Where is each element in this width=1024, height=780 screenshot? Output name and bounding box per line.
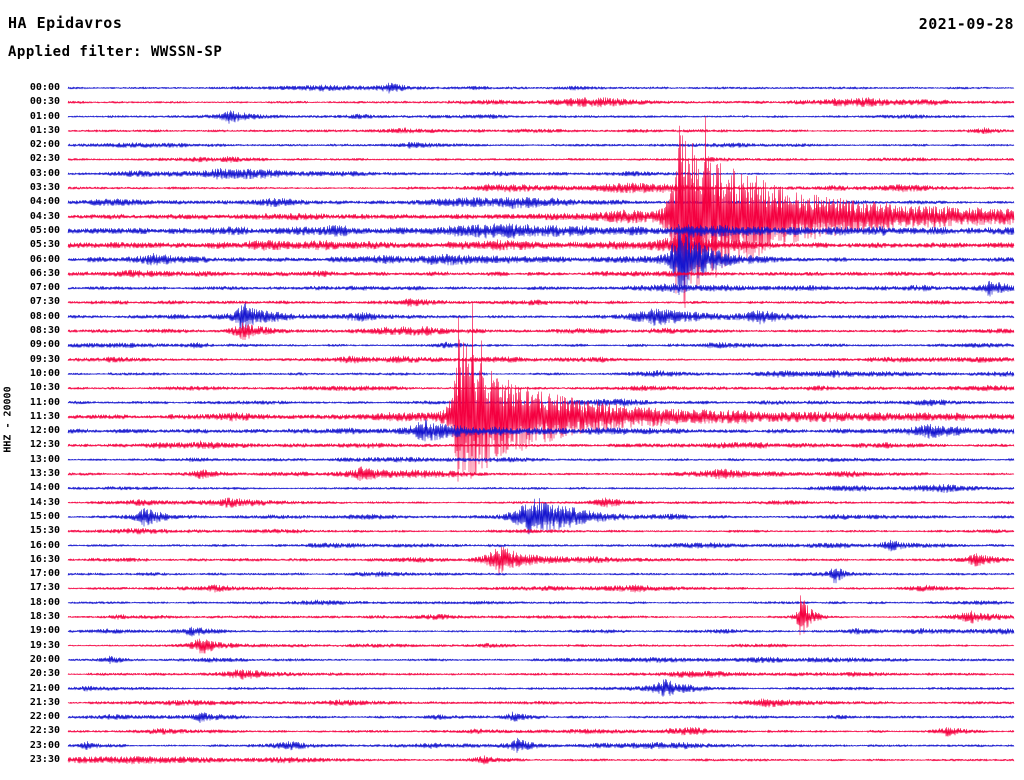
time-label: 06:00 <box>29 253 60 265</box>
time-label: 12:00 <box>29 425 60 437</box>
time-label: 22:30 <box>29 725 60 737</box>
time-label: 08:00 <box>29 310 60 322</box>
time-label-column: 00:00 00:30 01:00 01:30 02:00 02:30 03:00 03:30… <box>0 0 62 780</box>
time-label: 09:00 <box>29 339 60 351</box>
time-label: 12:30 <box>29 439 60 451</box>
time-label: 15:00 <box>29 510 60 522</box>
time-label: 16:00 <box>29 539 60 551</box>
time-label: 10:30 <box>29 382 60 394</box>
time-label: 22:00 <box>29 711 60 723</box>
time-label: 02:00 <box>29 139 60 151</box>
time-label: 11:00 <box>29 396 60 408</box>
time-label: 05:00 <box>29 224 60 236</box>
time-label: 01:00 <box>29 110 60 122</box>
time-label: 18:30 <box>29 611 60 623</box>
time-label: 04:30 <box>29 210 60 222</box>
time-label: 13:00 <box>29 453 60 465</box>
filter-label: Applied filter: WWSSN-SP <box>8 44 223 60</box>
time-label: 03:00 <box>29 167 60 179</box>
time-label: 18:00 <box>29 596 60 608</box>
time-label: 02:30 <box>29 153 60 165</box>
time-label: 17:00 <box>29 568 60 580</box>
time-label: 03:30 <box>29 182 60 194</box>
time-label: 07:00 <box>29 282 60 294</box>
time-label: 17:30 <box>29 582 60 594</box>
time-label: 20:30 <box>29 668 60 680</box>
time-label: 14:30 <box>29 496 60 508</box>
time-label: 23:00 <box>29 739 60 751</box>
time-label: 20:00 <box>29 653 60 665</box>
time-label: 10:00 <box>29 367 60 379</box>
time-label: 07:30 <box>29 296 60 308</box>
station-title: HA Epidavros <box>8 14 123 32</box>
time-label: 13:30 <box>29 468 60 480</box>
time-label: 04:00 <box>29 196 60 208</box>
time-label: 09:30 <box>29 353 60 365</box>
time-label: 01:30 <box>29 124 60 136</box>
time-label: 21:30 <box>29 696 60 708</box>
time-label: 08:30 <box>29 325 60 337</box>
time-label: 15:30 <box>29 525 60 537</box>
time-label: 16:30 <box>29 553 60 565</box>
time-label: 14:00 <box>29 482 60 494</box>
time-label: 23:30 <box>29 754 60 765</box>
time-label: 11:30 <box>29 410 60 422</box>
time-label: 00:00 <box>29 82 60 93</box>
time-label: 05:30 <box>29 239 60 251</box>
time-label: 19:00 <box>29 625 60 637</box>
date-label: 2021-09-28 <box>918 15 1014 33</box>
time-label: 21:00 <box>29 682 60 694</box>
time-label: 06:30 <box>29 267 60 279</box>
time-label: 19:30 <box>29 639 60 651</box>
time-label: 00:30 <box>29 96 60 108</box>
